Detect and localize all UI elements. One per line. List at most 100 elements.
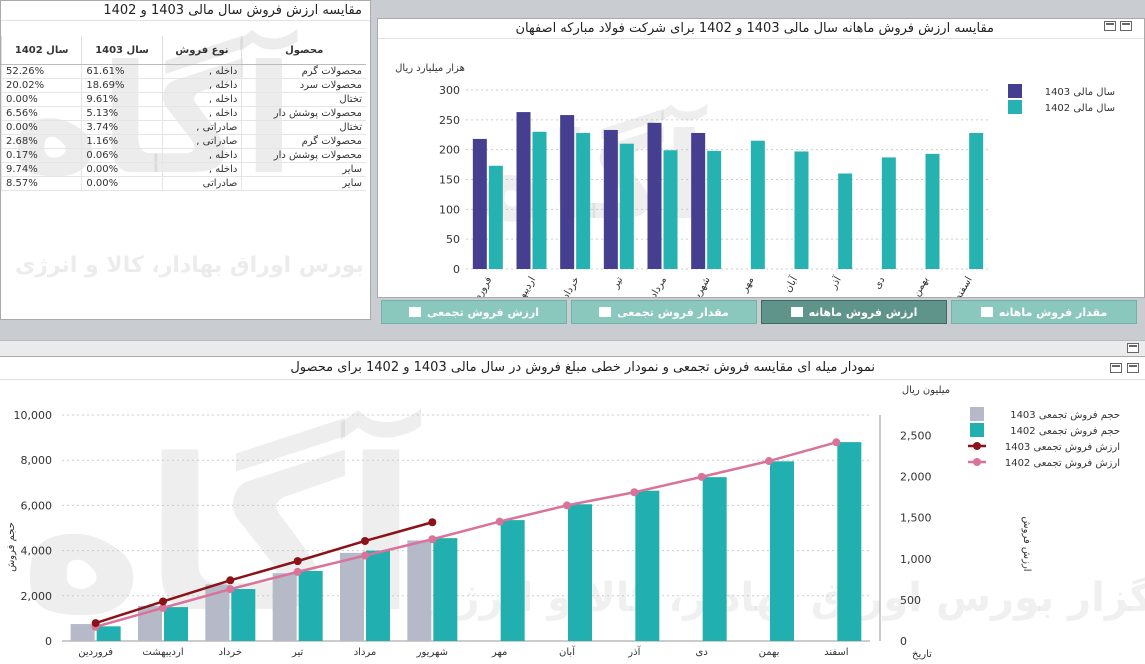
cumulative-sales-combo-chart: آگاهکارگزار بورس اوراق بهادار، کالا و ان… [6, 385, 1145, 660]
bar-1403 [691, 132, 706, 269]
watermark-tagline: کارگزار بورس اوراق بهادار، کالا و انرژی [15, 253, 370, 278]
left-y-tick-label: 0 [45, 635, 52, 648]
cell-share-1402: 20.02% [1, 78, 82, 93]
table-header-row: محصول نوع فروش سال 1403 سال 1402 [1, 36, 366, 65]
cell-share-1402: 6.56% [1, 106, 82, 121]
bar-1402 [663, 150, 678, 269]
legend-marker [973, 458, 981, 466]
bar-1403 [647, 122, 662, 269]
bar-volume-1402 [164, 607, 188, 641]
x-tick-label: آبان [559, 645, 576, 658]
bar-volume-1402 [568, 504, 592, 641]
left-y-tick-label: 4,000 [21, 545, 53, 558]
x-tick-label: تیر [610, 275, 626, 291]
cell-product: تختال [241, 120, 366, 135]
bar-volume-1402 [298, 570, 323, 641]
cell-product: سایر [241, 176, 366, 191]
left-y-tick-label: 8,000 [21, 454, 53, 467]
legend-label: حجم فروش تجمعی 1402 [1010, 426, 1120, 437]
cell-sale-type: داخله , [161, 148, 242, 163]
table-row[interactable]: محصولات سرد داخله , 18.69% 20.02% [1, 78, 366, 93]
cell-sale-type: داخله , [161, 92, 242, 107]
point-value-1402 [495, 517, 504, 526]
bar-volume-1402 [433, 538, 458, 641]
cell-share-1402: 0.00% [1, 120, 82, 135]
legend-label: سال مالی 1402 [1045, 103, 1115, 114]
bar-1403 [516, 112, 531, 270]
table-row[interactable]: تختال داخله , 9.61% 0.00% [1, 92, 366, 107]
cell-share-1403: 0.00% [81, 162, 163, 177]
column-header-sale-type[interactable]: نوع فروش [161, 36, 242, 65]
legend-label: سال مالی 1403 [1045, 87, 1115, 98]
table-row[interactable]: محصولات گرم داخله , 61.61% 52.26% [1, 64, 366, 79]
x-tick-label: تیر [291, 647, 304, 658]
table-row[interactable]: سایر داخله , 0.00% 9.74% [1, 162, 366, 177]
x-tick-label: اسفند [824, 647, 848, 658]
point-value-1402 [361, 551, 369, 560]
point-value-1403 [159, 597, 167, 606]
cell-product: محصولات گرم [241, 64, 366, 79]
left-y-tick-label: 2,000 [21, 590, 53, 603]
bar-1403 [472, 138, 487, 269]
cell-product: سایر [241, 162, 366, 177]
x-tick-label: فروردین [467, 275, 494, 298]
expand-icon[interactable] [1120, 21, 1132, 31]
right-y-tick-label: 2,000 [900, 471, 932, 484]
table-row[interactable]: محصولات گرم صادراتی , 1.16% 2.68% [1, 134, 366, 149]
cell-sale-type: صادراتی , [161, 120, 242, 135]
column-header-product[interactable]: محصول [241, 36, 366, 65]
point-value-1402 [159, 603, 167, 612]
cell-sale-type: صادراتی , [161, 134, 242, 149]
expand-icon[interactable] [1127, 343, 1139, 353]
right-y-axis-title: ارزش فروش [1021, 516, 1032, 571]
legend-label: ارزش فروش تجمعی 1403 [1005, 442, 1120, 453]
y-tick-label: 150 [439, 174, 460, 187]
bar-1402 [881, 157, 896, 269]
cumulative-sales-chart-panel: نمودار میله ای مقایسه فروش تجمعی و نمودا… [0, 356, 1145, 664]
bar-volume-1402 [770, 461, 794, 641]
table-row[interactable]: تختال صادراتی , 3.74% 0.00% [1, 120, 366, 135]
x-tick-label: خرداد [219, 647, 242, 658]
x-tick-label: مرداد [648, 275, 669, 298]
cell-share-1403: 18.69% [81, 78, 163, 93]
legend-swatch [970, 423, 984, 437]
x-tick-label: اسفند [953, 275, 975, 298]
bar-volume-1403 [340, 552, 364, 641]
tab-3[interactable]: ارزش فروش تجمعی [381, 300, 567, 324]
expand-icon[interactable] [1127, 363, 1139, 373]
point-value-1403 [428, 518, 437, 527]
export-icon[interactable] [1110, 363, 1122, 373]
export-icon[interactable] [1104, 21, 1116, 31]
y-tick-label: 100 [439, 203, 460, 216]
tab-1[interactable]: ارزش فروش ماهانه [761, 300, 947, 324]
point-value-1403 [361, 536, 369, 545]
legend-swatch [1008, 84, 1022, 98]
tab-2[interactable]: مقدار فروش تجمعی [571, 300, 757, 324]
panel-title: مقایسه ارزش فروش ماهانه سال مالی 1403 و … [378, 19, 1144, 39]
tab-0[interactable]: مقدار فروش ماهانه [951, 300, 1137, 324]
cell-share-1402: 0.00% [1, 92, 82, 107]
right-y-tick-label: 1,500 [900, 512, 932, 525]
bar-chart-icon [980, 307, 993, 317]
bar-1402 [925, 153, 940, 269]
legend-label: حجم فروش تجمعی 1403 [1010, 410, 1120, 421]
cell-share-1402: 0.17% [1, 148, 82, 163]
bar-1403 [560, 115, 575, 269]
point-value-1402 [428, 535, 437, 544]
bar-volume-1403 [407, 540, 432, 641]
monthly-sales-chart-panel: مقایسه ارزش فروش ماهانه سال مالی 1403 و … [377, 18, 1145, 298]
bar-volume-1402 [837, 442, 862, 641]
table-row[interactable]: سایر صادراتی 0.00% 8.57% [1, 176, 366, 191]
table-row[interactable]: محصولات پوشش دار داخله , 0.06% 0.17% [1, 148, 366, 163]
point-value-1403 [293, 557, 302, 566]
point-value-1402 [563, 501, 571, 510]
right-unit-label: میلیون ریال [902, 385, 950, 396]
point-value-1402 [226, 585, 235, 594]
point-value-1402 [765, 457, 773, 466]
cell-share-1402: 52.26% [1, 64, 82, 79]
column-header-1403[interactable]: سال 1403 [81, 36, 163, 65]
table-row[interactable]: محصولات پوشش دار داخله , 5.13% 6.56% [1, 106, 366, 121]
column-header-1402[interactable]: سال 1402 [1, 36, 82, 65]
bar-volume-1402 [500, 520, 525, 641]
cell-share-1402: 8.57% [1, 176, 82, 191]
